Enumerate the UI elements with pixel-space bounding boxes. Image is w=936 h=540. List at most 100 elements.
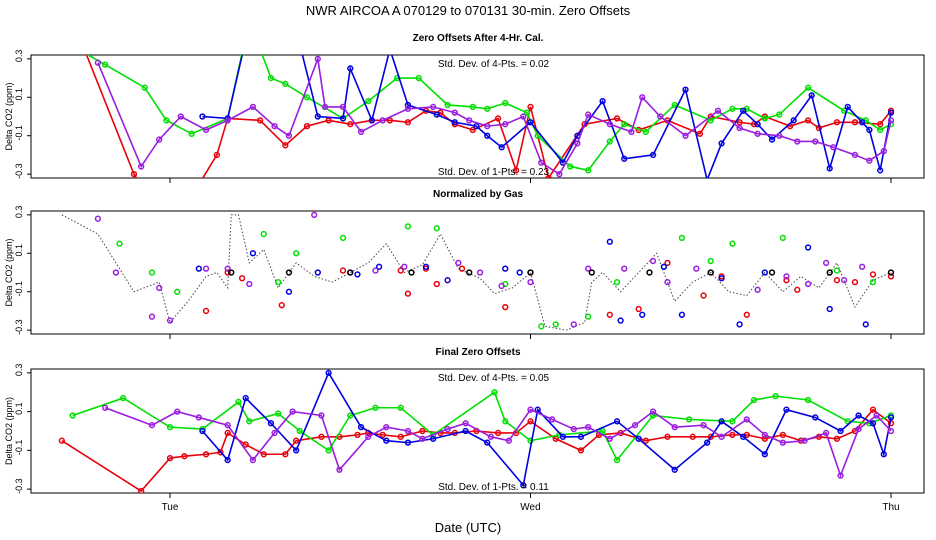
data-point-blue [224,456,231,464]
data-point-green [174,288,181,295]
data-point-blue [444,277,451,284]
data-point-blue [294,28,299,33]
data-point-black [285,269,293,276]
data-point-purple [649,408,657,415]
data-point-red [419,427,426,435]
data-point-blue [826,165,833,172]
data-point-purple [754,130,761,137]
data-point-purple [887,117,895,124]
data-point-green [534,132,541,139]
data-point-red [260,451,267,458]
panel-2: Normalized by Gas Delta CO2 (ppm) 0.3 0.1 -0… [4,189,925,339]
data-point-blue [484,439,491,446]
data-point-red [502,303,509,311]
data-point-blue [740,433,747,440]
data-point-purple [451,109,458,116]
data-point-red [642,437,650,444]
series-line-purple [104,407,892,478]
data-point-red [877,121,884,128]
data-point-red [386,117,394,124]
data-point-purple [156,136,163,143]
data-point-red [527,418,534,425]
panels: Zero Offsets After 4-Hr. Cal. Delta CO2 (… [4,28,925,513]
data-point-red [347,121,354,128]
data-point-purple [444,425,451,433]
data-point-purple [649,257,657,265]
data-point-black [646,269,653,276]
data-point-purple [631,422,639,429]
data-point-green [415,74,422,82]
data-point-green [761,115,768,122]
data-point-black [707,269,714,276]
data-point-green [729,418,736,425]
data-point-green [527,437,534,444]
data-point-red [224,269,231,276]
panel-1: Zero Offsets After 4-Hr. Cal. Delta CO2 (… [4,28,925,234]
data-point-purple [700,422,707,429]
data-point-purple [570,425,577,433]
data-point-red [527,103,534,111]
data-point-purple [585,265,592,272]
data-point-blue [249,250,257,257]
data-point-green [293,250,300,257]
data-point-blue [473,122,480,130]
data-point-purple [202,265,210,272]
series-line-green [72,391,892,462]
data-point-green [163,117,170,124]
x-tick-label: Tue [162,502,179,513]
data-point-blue [859,119,866,126]
data-point-purple [94,215,102,222]
data-point-blue [285,288,293,295]
data-point-green [119,394,127,402]
data-point-green [116,240,123,247]
annotation-bottom: Std. Dev. of 1-Pts. = 0.23 [438,167,550,178]
data-point-purple [657,113,664,120]
data-point-green [433,225,440,232]
data-point-red [58,437,65,444]
data-point-purple [718,433,725,440]
data-point-red [202,307,210,315]
data-point-blue [368,117,376,124]
data-point-purple [822,429,830,437]
data-point-red [617,429,624,437]
data-point-green [148,269,156,276]
data-point-green [707,257,714,265]
y-tick-label: 0.1 [14,88,24,101]
data-point-purple [455,259,462,267]
data-point-purple [271,429,278,437]
data-point-blue [880,451,887,458]
data-point-red [238,275,246,282]
data-point-green [833,267,841,274]
data-point-purple [462,420,469,427]
annotation-bottom: Std. Dev. of 1-Pts. = 0.11 [438,482,549,493]
data-point-green [649,412,657,419]
data-point-purple [365,433,372,440]
data-point-purple [527,278,534,286]
data-point-purple [156,284,163,292]
data-point-blue [404,439,412,446]
data-point-blue [520,482,527,489]
data-point-purple [783,273,790,280]
data-point-red [213,151,221,159]
data-point-blue [502,265,509,272]
data-point-red [833,119,841,126]
data-point-purple [177,113,184,120]
data-point-purple [520,113,527,120]
data-point-green [101,61,109,68]
data-point-red [635,305,642,313]
y-tick-label: -0.1 [14,281,24,297]
data-point-purple [224,117,231,124]
data-point-red [168,229,173,234]
data-point-red [804,117,812,124]
data-point-green [254,37,259,42]
data-point-purple [736,124,743,132]
data-point-purple [505,437,513,444]
data-point-green [538,323,545,330]
data-point-blue [635,435,642,442]
data-point-red [700,292,707,299]
data-point-red [278,302,285,309]
data-point-purple [336,466,343,473]
data-point-blue [314,113,321,120]
data-point-purple [224,265,231,272]
data-point-green [347,412,354,419]
